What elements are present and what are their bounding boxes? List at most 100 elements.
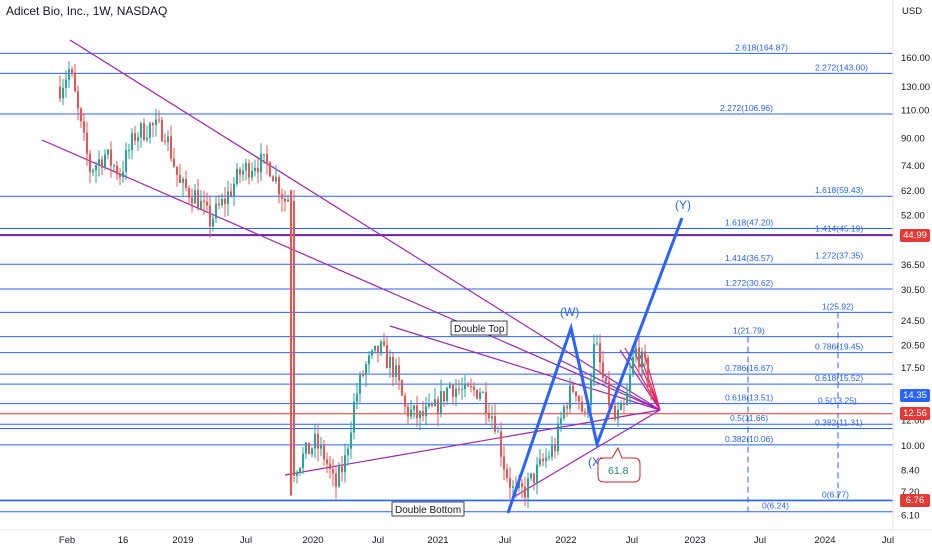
fib-label: 1.414(45.19) (815, 224, 863, 234)
candle-body (578, 395, 580, 402)
candle-body (497, 431, 499, 433)
candle-body (398, 365, 400, 381)
candle-body (386, 345, 388, 369)
y-tick-label: 36.50 (901, 260, 925, 271)
candle-body (590, 380, 592, 406)
candle-body (539, 458, 541, 465)
candle-body (608, 381, 610, 406)
candle-body (551, 445, 553, 457)
candle-body (647, 357, 649, 387)
price-tag: 14.35 (900, 388, 930, 402)
candle-body (86, 132, 88, 154)
candle-body (464, 383, 466, 390)
candle-body (629, 374, 631, 393)
candle-body (602, 362, 604, 378)
fan-line (624, 347, 661, 411)
candle-body (164, 141, 166, 143)
candle-body (317, 433, 319, 449)
fib-label: 0.382(11.31) (815, 417, 863, 427)
y-tick-label: 30.50 (901, 285, 925, 296)
y-tick-label: 110.00 (901, 106, 929, 117)
candle-body (527, 478, 529, 498)
candle-body (326, 459, 328, 464)
candle-body (275, 176, 277, 182)
candle-body (269, 162, 271, 177)
x-tick-label: Feb (59, 535, 75, 546)
candle-body (434, 399, 436, 406)
fib-label: 1.618(59.43) (815, 185, 863, 195)
double-bottom-text: Double Bottom (395, 505, 461, 516)
candle-body (341, 466, 343, 473)
price-tag: 44.99 (900, 228, 930, 242)
x-tick-label: Jul (754, 535, 766, 546)
candle-body (359, 374, 361, 394)
candle-body (413, 405, 415, 410)
candle-body (299, 468, 301, 473)
candle-body (599, 343, 601, 363)
candle-body (125, 150, 127, 172)
candle-body (542, 458, 544, 462)
candle-body (410, 409, 412, 417)
candle-body (491, 416, 493, 419)
candle-body (119, 174, 121, 178)
candle-body (104, 154, 106, 168)
y-tick-label: 12.00 (901, 416, 925, 427)
candle-body (302, 453, 304, 469)
candle-body (215, 203, 217, 219)
fib-label: 1.272(30.62) (725, 278, 773, 288)
candle-body (68, 69, 70, 80)
fib-label: 1(25.92) (822, 301, 854, 311)
fib-label: 1.414(36.57) (725, 253, 773, 263)
candle-body (134, 133, 136, 141)
double-top-text: Double Top (454, 324, 505, 335)
candle-body (239, 168, 241, 175)
candle-body (353, 401, 355, 433)
candle-body (287, 199, 289, 202)
candle-body (422, 411, 424, 417)
candle-body (212, 218, 214, 227)
fib-label: 0(6.77) (822, 489, 849, 499)
candle-body (230, 191, 232, 197)
candle-body (620, 403, 622, 411)
candle-body (131, 133, 133, 151)
y-tick-label: 62.00 (901, 186, 925, 197)
y-tick-label: 90.00 (901, 134, 925, 145)
candle-body (314, 433, 316, 449)
candle-body (593, 344, 595, 381)
candle-body (437, 399, 439, 414)
candle-body (488, 413, 490, 419)
candle-body (284, 198, 286, 202)
candle-body (482, 392, 484, 394)
candle-body (308, 442, 310, 455)
candle-body (392, 357, 394, 377)
candle-body (281, 194, 283, 199)
y-tick-label: 7.20 (901, 487, 920, 498)
candle-body (479, 392, 481, 399)
candle-body (332, 468, 334, 474)
fib-label: 1.618(47.20) (725, 217, 773, 227)
candle-body (155, 119, 157, 126)
candle-body (470, 386, 472, 388)
x-tick-label: 2024 (814, 535, 835, 546)
candle-body (554, 445, 556, 452)
candle-body (641, 351, 643, 368)
price-tag: 6.76 (900, 494, 930, 507)
elliott-waves (506, 217, 684, 514)
candle-body (83, 121, 85, 133)
candle-body (395, 365, 397, 377)
candle-body (416, 405, 418, 419)
candle-body (389, 357, 391, 369)
candle-body (425, 406, 427, 417)
time-axis[interactable]: Feb 16 2019 Jul 2020 Jul 2021 Jul 2022 Jul 2023 Jul… (0, 529, 932, 546)
candle-body (557, 423, 559, 452)
candle-body (365, 364, 367, 376)
candle-body (458, 388, 460, 390)
fib-label: 0.786(19.45) (815, 342, 863, 352)
y-tick-label: 17.50 (901, 363, 925, 374)
candle-body (368, 355, 370, 365)
fib-label: 1(21.79) (733, 326, 765, 336)
candle-body (485, 392, 487, 414)
x-tick-label: 2020 (302, 535, 323, 546)
price-axis[interactable]: 160.00 130.00 110.00 90.00 74.00 62.00 52.00 44… (892, 0, 930, 530)
